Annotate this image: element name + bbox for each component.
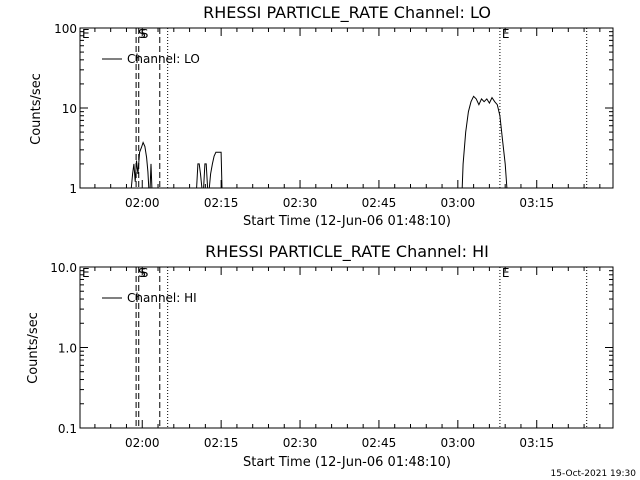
event-marker-label: S (138, 27, 146, 41)
y-tick-label: 100 (54, 22, 77, 36)
timestamp-label: 15-Oct-2021 19:30 (551, 469, 637, 479)
y-tick-label: 0.1 (58, 422, 77, 436)
series-line (208, 151, 223, 189)
series-line (461, 95, 508, 189)
chart-panel-hi: RHESSI PARTICLE_RATE Channel: HI Counts/… (26, 242, 614, 470)
x-tick-label: 02:15 (204, 436, 239, 450)
legend-label: Channel: LO (127, 52, 200, 66)
legend: Channel: HI (102, 291, 197, 305)
chart-panel-lo: RHESSI PARTICLE_RATE Channel: LO Counts/… (29, 3, 614, 229)
x-axis-label: Start Time (12-Jun-06 01:48:10) (243, 214, 451, 229)
y-tick-label: 10.0 (50, 261, 77, 275)
y-axis-label: Counts/sec (29, 73, 44, 145)
y-tick-label: 10 (62, 102, 77, 116)
event-marker-label: S (141, 266, 149, 280)
x-tick-label: 02:00 (125, 196, 160, 210)
x-tick-label: 02:30 (283, 196, 318, 210)
x-tick-label: 02:15 (204, 196, 239, 210)
x-axis-label: Start Time (12-Jun-06 01:48:10) (243, 455, 451, 470)
legend: Channel: LO (102, 52, 200, 66)
x-tick-label: 03:15 (519, 196, 554, 210)
x-tick-label: 03:15 (519, 436, 554, 450)
x-tick-label: 03:00 (441, 436, 476, 450)
chart-title: RHESSI PARTICLE_RATE Channel: HI (205, 242, 489, 262)
series-line (203, 163, 209, 189)
event-marker-label: S (138, 266, 146, 280)
chart-title: RHESSI PARTICLE_RATE Channel: LO (203, 3, 491, 23)
chart-marks: 02:00 02:15 02:30 02:45 03:00 03:15 0.1 1.0 10.0… (50, 261, 613, 450)
y-axis-label: Counts/sec (26, 312, 41, 384)
event-marker-label: E (502, 27, 510, 41)
y-tick-label: 1.0 (58, 342, 77, 356)
y-tick-label: 1 (69, 182, 77, 196)
series-line (196, 163, 203, 189)
x-tick-label: 02:30 (283, 436, 318, 450)
event-marker-label: E (82, 27, 90, 41)
x-tick-label: 02:45 (362, 436, 397, 450)
series-line (149, 163, 153, 189)
event-marker-label: E (82, 266, 90, 280)
event-marker-label: E (502, 266, 510, 280)
legend-label: Channel: HI (127, 291, 197, 305)
event-marker-label: S (141, 27, 149, 41)
x-tick-label: 03:00 (441, 196, 476, 210)
x-tick-label: 02:00 (125, 436, 160, 450)
series-line (130, 141, 150, 189)
x-tick-label: 02:45 (362, 196, 397, 210)
